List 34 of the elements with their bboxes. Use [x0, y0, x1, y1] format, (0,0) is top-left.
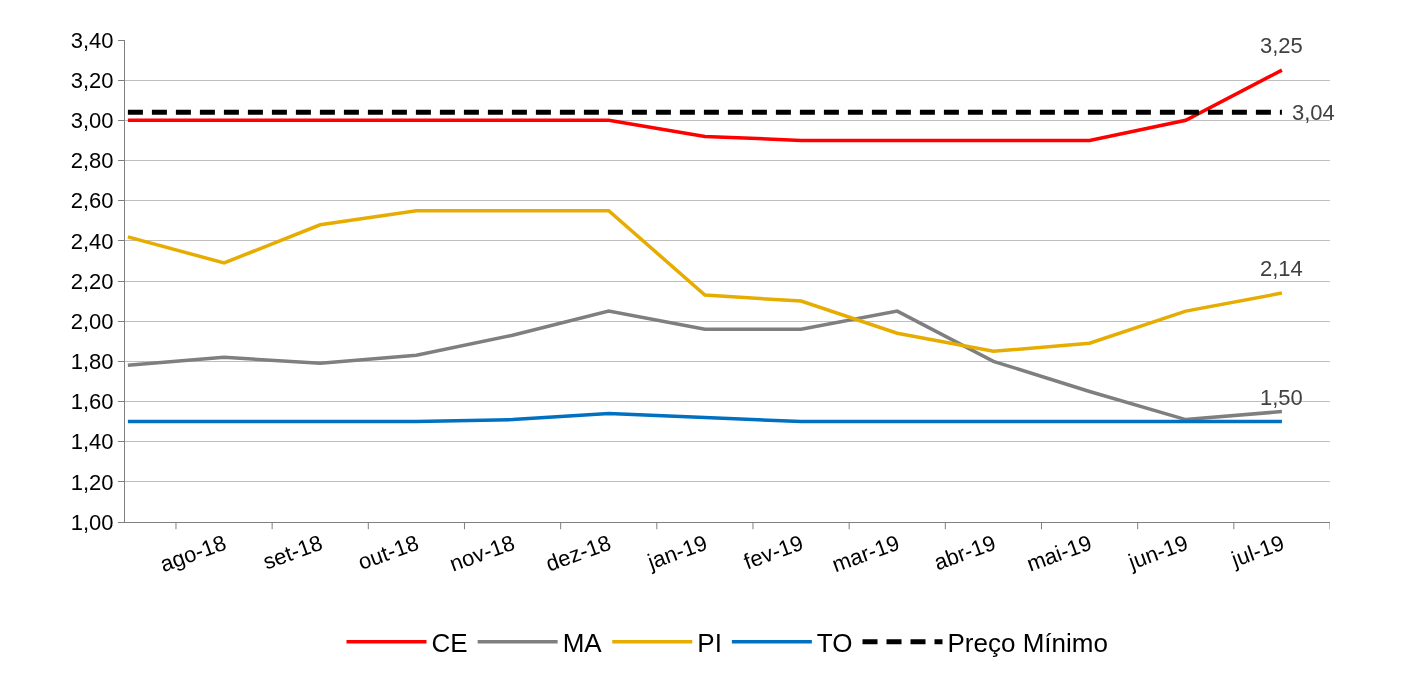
legend-label: CE: [431, 627, 468, 658]
x-tick-label: dez-18: [542, 529, 615, 577]
data-label: 2,14: [1260, 256, 1303, 281]
line-series: [126, 68, 1284, 143]
x-tick-label: set-18: [259, 529, 326, 575]
y-tick-label: 3,20: [70, 67, 114, 93]
legend-label: Preço Mínimo: [947, 627, 1108, 658]
legend-label: TO: [816, 627, 853, 658]
data-label: 1,50: [1260, 385, 1303, 410]
x-tick-label: out-18: [354, 529, 422, 575]
y-tick-label: 1,80: [70, 349, 114, 375]
y-tick-label: 3,40: [70, 27, 114, 53]
y-tick-label: 2,40: [70, 228, 114, 254]
x-tick-label: jul-19: [1227, 529, 1288, 573]
y-tick-label: 1,00: [70, 509, 114, 535]
x-tick-label: fev-19: [740, 529, 807, 575]
y-tick-label: 2,20: [70, 268, 114, 294]
y-tick-label: 2,80: [70, 148, 114, 174]
y-tick-label: 3,00: [70, 108, 114, 134]
y-tick-label: 1,60: [70, 389, 114, 415]
x-tick-label: abr-19: [930, 529, 999, 576]
data-label: 3,25: [1260, 33, 1303, 58]
x-tick-label: ago-18: [156, 529, 230, 577]
x-tick-label: mai-19: [1023, 529, 1096, 577]
x-tick-label: nov-18: [446, 529, 519, 577]
y-tick-label: 2,00: [70, 308, 114, 334]
y-tick-label: 1,40: [70, 429, 114, 455]
y-tick-label: 2,60: [70, 188, 114, 214]
y-tick-label: 1,20: [70, 469, 114, 495]
line-series: [126, 411, 1284, 424]
data-label: 3,04: [1292, 100, 1335, 125]
x-tick-label: mar-19: [828, 529, 903, 578]
legend-label: PI: [697, 627, 722, 658]
legend-label: MA: [562, 627, 603, 658]
